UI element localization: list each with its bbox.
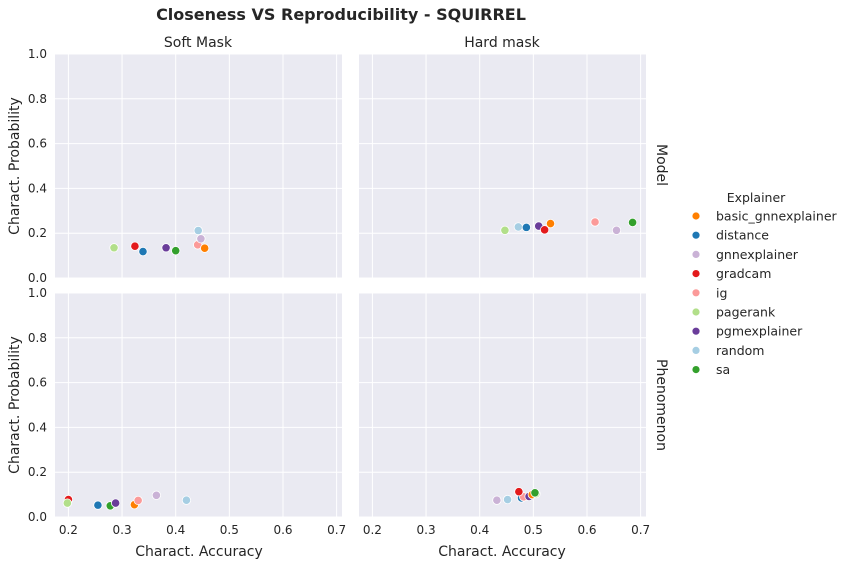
point-basic_gnnexplainer [200, 243, 210, 253]
point-pgmexplainer [111, 498, 121, 508]
legend-marker-ig [691, 288, 701, 298]
point-pagerank [500, 225, 510, 235]
column-title-soft-mask: Soft Mask [164, 35, 233, 51]
x-tick-label: 0.5 [220, 523, 239, 537]
point-distance [521, 222, 531, 232]
point-gnnexplainer [196, 234, 206, 244]
y-axis-label-top: Charact. Probability [7, 97, 23, 235]
x-tick-label: 0.6 [273, 523, 292, 537]
legend-marker-distance [691, 230, 701, 240]
legend-marker-gradcam [691, 269, 701, 279]
point-ig [590, 217, 600, 227]
legend-label-pagerank: pagerank [716, 305, 776, 320]
legend-label-basic_gnnexplainer: basic_gnnexplainer [716, 209, 838, 224]
point-sa [530, 488, 540, 498]
legend-marker-pagerank [691, 307, 701, 317]
point-pagerank [109, 243, 119, 253]
x-tick-label: 0.3 [113, 523, 132, 537]
point-random [513, 222, 523, 232]
legend-label-ig: ig [716, 285, 727, 300]
y-tick-label: 1.0 [28, 286, 47, 300]
legend-label-sa: sa [716, 362, 730, 377]
point-distance [93, 500, 103, 510]
x-tick-label: 0.4 [470, 523, 489, 537]
y-tick-label: 0.4 [28, 420, 47, 434]
legend-label-distance: distance [716, 228, 769, 243]
point-pagerank [62, 498, 72, 508]
x-axis-label-left: Charact. Accuracy [135, 544, 263, 560]
x-tick-label: 0.7 [631, 523, 650, 537]
panel-phenomenon-soft-mask [55, 293, 342, 517]
legend-marker-basic_gnnexplainer [691, 211, 701, 221]
point-random [502, 494, 513, 505]
y-tick-label: 0.6 [28, 376, 47, 390]
panel-model-hard-mask [359, 54, 646, 278]
y-tick-label: 0.8 [28, 331, 47, 345]
point-distance [138, 246, 148, 257]
point-gradcam [540, 225, 550, 235]
panel-phenomenon-hard-mask [359, 293, 646, 517]
legend-marker-pgmexplainer [691, 326, 701, 336]
x-tick-label: 0.2 [59, 523, 78, 537]
x-tick-label: 0.6 [577, 523, 596, 537]
y-tick-label: 0.6 [28, 137, 47, 151]
point-ig [133, 495, 143, 506]
point-gradcam [514, 487, 524, 497]
legend-label-gradcam: gradcam [716, 266, 771, 281]
y-axis-label-bottom: Charact. Probability [7, 336, 23, 474]
point-gnnexplainer [492, 495, 502, 505]
point-gnnexplainer [151, 490, 161, 500]
x-tick-label: 0.7 [327, 523, 346, 537]
point-random [193, 225, 203, 236]
panel-group: 0.00.20.40.60.81.00.00.20.40.60.81.00.2 0… [28, 47, 650, 537]
chart-title: Closeness VS Reproducibility - SQUIRREL [156, 5, 526, 24]
y-tick-label: 0.8 [28, 92, 47, 106]
row-title-model: Model [653, 144, 669, 186]
y-tick-label: 0.4 [28, 181, 47, 195]
x-tick-label: 0.4 [166, 523, 185, 537]
point-random [181, 495, 192, 505]
point-sa [171, 246, 181, 256]
x-tick-label: 0.5 [524, 523, 543, 537]
legend-label-gnnexplainer: gnnexplainer [716, 247, 799, 262]
legend-marker-random [691, 345, 701, 355]
y-tick-label: 0.2 [28, 226, 47, 240]
row-title-phenomenon: Phenomenon [653, 359, 669, 451]
x-axis-label-right: Charact. Accuracy [438, 544, 566, 560]
y-tick-label: 1.0 [28, 47, 47, 61]
legend-marker-gnnexplainer [691, 249, 701, 259]
point-gradcam [130, 241, 140, 251]
x-tick-label: 0.2 [363, 523, 382, 537]
point-sa [627, 217, 638, 228]
legend-title: Explainer [727, 190, 786, 205]
x-tick-label: 0.3 [417, 523, 436, 537]
y-tick-label: 0.0 [28, 510, 47, 524]
y-tick-label: 0.2 [28, 465, 47, 479]
point-pgmexplainer [161, 243, 171, 253]
legend-marker-sa [691, 365, 701, 375]
column-title-hard-mask: Hard mask [464, 35, 540, 51]
point-gnnexplainer [611, 225, 622, 235]
legend-label-pgmexplainer: pgmexplainer [716, 324, 803, 339]
point-basic_gnnexplainer [545, 218, 556, 229]
legend: Explainer basic_gnnexplainer distance gnne… [691, 190, 838, 377]
y-tick-label: 0.0 [28, 271, 47, 285]
legend-label-random: random [716, 343, 764, 358]
